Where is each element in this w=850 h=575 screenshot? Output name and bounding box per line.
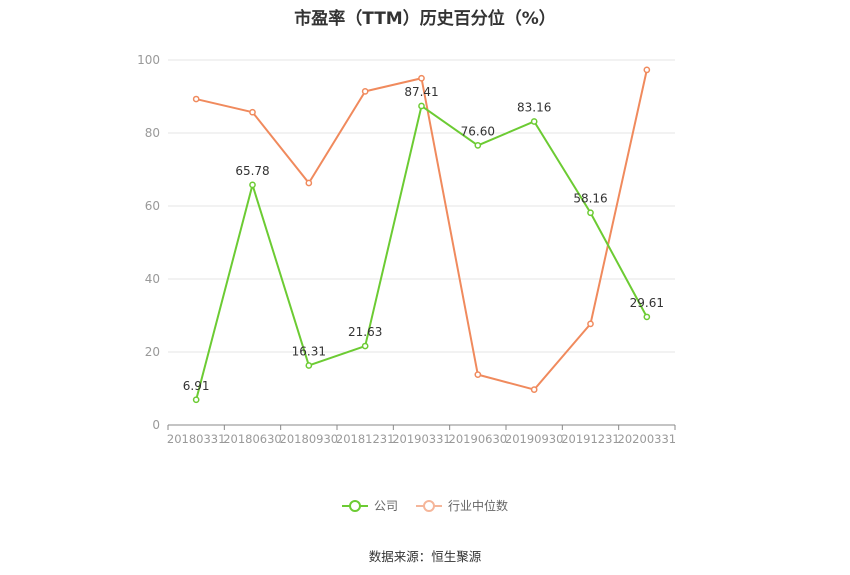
series-lines — [192, 66, 651, 404]
company-data-label: 6.91 — [183, 379, 210, 393]
company-data-label: 83.16 — [517, 100, 551, 114]
x-tick-label: 20180930 — [280, 432, 339, 446]
y-tick-label: 40 — [145, 272, 160, 286]
x-tick-label: 20191231 — [561, 432, 620, 446]
x-tick-label: 20190630 — [449, 432, 508, 446]
company-data-label: 58.16 — [573, 192, 607, 206]
x-tick-label: 20180331 — [167, 432, 226, 446]
x-tick-label: 20190331 — [392, 432, 451, 446]
series-0-point — [249, 181, 256, 189]
x-tick-label: 20200331 — [618, 432, 677, 446]
series-0-point — [530, 118, 538, 125]
legend-industry-label: 行业中位数 — [448, 499, 509, 513]
grid-lines — [168, 59, 675, 353]
company-data-label: 16.31 — [292, 344, 326, 358]
data-source: 数据来源：恒生聚源 — [368, 549, 482, 564]
y-tick-label: 80 — [145, 126, 160, 140]
series-0-point — [361, 342, 369, 350]
legend-company-marker-icon — [341, 499, 368, 513]
series-0-point — [587, 209, 594, 217]
series-1-point — [418, 74, 425, 82]
company-data-label: 29.61 — [630, 296, 664, 310]
series-1-point — [587, 320, 594, 328]
legend-item-industry-median[interactable]: 行业中位数 — [416, 497, 508, 514]
company-data-label: 65.78 — [235, 164, 269, 178]
series-0-point — [192, 396, 200, 404]
data-labels: 6.91 65.78 16.31 21.63 87.41 76.60 83.16 58.16 2… — [183, 85, 664, 393]
series-1-point — [305, 179, 313, 187]
company-data-label: 87.41 — [404, 85, 438, 99]
series-1-point — [643, 66, 651, 74]
axes: 0 20 40 60 80 100 2018033120180630201809302018… — [137, 53, 676, 446]
legend-industry-marker-icon — [416, 499, 442, 513]
y-tick-label: 0 — [152, 418, 160, 432]
legend-company-label: 公司 — [373, 499, 398, 513]
x-tick-label: 20181231 — [336, 432, 395, 446]
legend-item-company[interactable]: 公司 — [341, 497, 398, 514]
company-data-label: 21.63 — [348, 325, 382, 339]
x-tick-label: 20180630 — [223, 432, 282, 446]
series-0-point — [643, 313, 651, 321]
series-line-1 — [195, 69, 648, 391]
series-line-0 — [195, 104, 648, 401]
y-tick-label: 20 — [145, 345, 160, 359]
series-1-point — [192, 95, 200, 103]
chart-title: 市盈率（TTM）历史百分位（%） — [294, 9, 556, 29]
series-1-point — [361, 88, 369, 95]
x-tick-label: 20190930 — [505, 432, 564, 446]
series-1-point — [474, 371, 482, 378]
y-tick-label: 60 — [145, 199, 160, 213]
series-0-point — [305, 362, 313, 369]
series-0-point — [418, 102, 425, 110]
series-1-point — [530, 386, 538, 393]
series-0-point — [474, 142, 482, 149]
series-1-point — [249, 108, 256, 116]
y-tick-label: 100 — [137, 53, 160, 67]
legend: 公司 行业中位数 — [0, 497, 850, 514]
company-data-label: 76.60 — [461, 124, 495, 138]
